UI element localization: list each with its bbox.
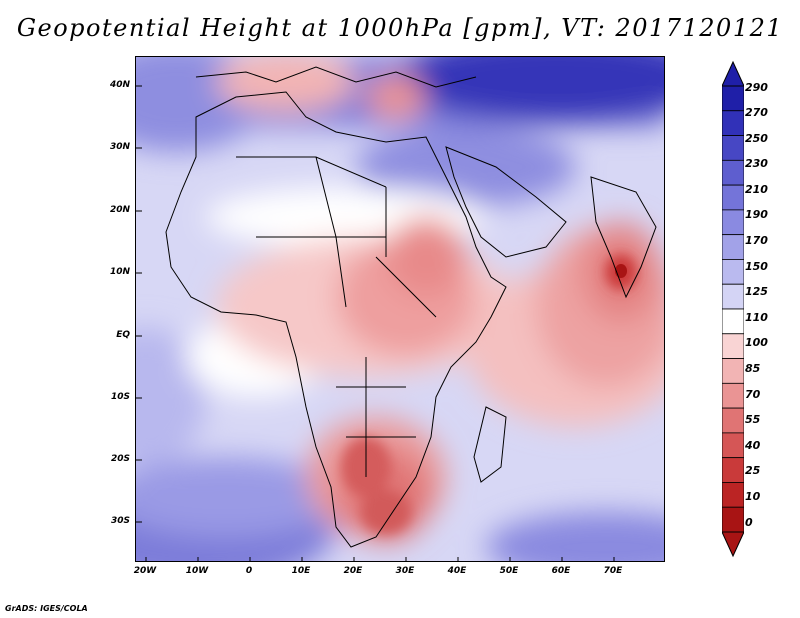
y-tick-label: EQ	[116, 330, 130, 340]
colorbar-swatch	[722, 457, 744, 483]
colorbar-label: 10	[745, 490, 761, 503]
colorbar-swatch	[722, 159, 744, 186]
colorbar-label: 230	[745, 157, 768, 170]
colorbar-swatch	[722, 135, 744, 161]
colorbar-swatches	[722, 85, 744, 533]
coastlines	[165, 66, 657, 548]
chart-title: Geopotential Height at 1000hPa [gpm], VT…	[16, 14, 784, 42]
colorbar-label: 190	[745, 208, 768, 221]
y-tick-label: 20S	[110, 454, 130, 464]
colorbar-label: 85	[745, 362, 761, 375]
x-tick-label: 20W	[133, 566, 157, 576]
colorbar-label: 100	[745, 336, 768, 349]
colorbar-swatch	[722, 506, 744, 533]
colorbar-swatch	[722, 259, 744, 285]
colorbar-bottom-arrow	[722, 531, 744, 558]
colorbar-swatch	[722, 333, 744, 359]
colorbar-label: 270	[745, 106, 768, 119]
x-tick-label: 50E	[499, 566, 519, 576]
x-tick-label: 20E	[343, 566, 363, 576]
x-tick-marks	[145, 557, 615, 561]
colorbar-label: 150	[745, 260, 768, 273]
colorbar-label: 290	[745, 81, 768, 94]
colorbar	[722, 60, 744, 558]
colorbar-label: 0	[745, 516, 753, 529]
map-plot	[136, 57, 664, 561]
colorbar-swatch	[722, 184, 744, 211]
x-tick-label: 40E	[447, 566, 467, 576]
colorbar-swatch	[722, 209, 744, 236]
colorbar-label: 70	[745, 388, 761, 401]
colorbar-swatch	[722, 382, 744, 409]
map-panel	[135, 56, 665, 562]
y-tick-label: 40N	[109, 80, 130, 90]
colorbar-label: 170	[745, 234, 768, 247]
colorbar-swatch	[722, 308, 744, 335]
colorbar-swatch	[722, 482, 744, 508]
colorbar-label: 55	[745, 413, 761, 426]
colorbar-label: 210	[745, 183, 768, 196]
colorbar-label: 250	[745, 132, 768, 145]
colorbar-swatch	[722, 358, 744, 384]
x-tick-label: 60E	[551, 566, 571, 576]
colorbar-top-arrow	[722, 60, 744, 87]
colorbar-swatch	[722, 234, 744, 260]
colorbar-swatch	[722, 432, 744, 459]
colorbar-label: 25	[745, 464, 761, 477]
x-tick-label: 30E	[395, 566, 415, 576]
colorbar-swatch	[722, 85, 744, 112]
colorbar-swatch	[722, 283, 744, 310]
colorbar-swatch	[722, 110, 744, 136]
x-tick-label: 0	[245, 566, 253, 576]
x-tick-label: 70E	[603, 566, 623, 576]
y-tick-label: 10N	[109, 267, 130, 277]
y-tick-label: 30N	[109, 142, 130, 152]
height-field	[136, 57, 664, 561]
colorbar-label: 40	[745, 439, 761, 452]
y-tick-label: 10S	[110, 392, 130, 402]
colorbar-label: 125	[745, 285, 768, 298]
x-tick-label: 10W	[185, 566, 209, 576]
y-tick-label: 30S	[110, 516, 130, 526]
y-tick-label: 20N	[109, 205, 130, 215]
y-tick-marks	[136, 85, 142, 523]
x-tick-label: 10E	[291, 566, 311, 576]
colorbar-label: 110	[745, 311, 768, 324]
colorbar-swatch	[722, 407, 744, 434]
footer-credit: GrADS: IGES/COLA	[5, 604, 88, 613]
